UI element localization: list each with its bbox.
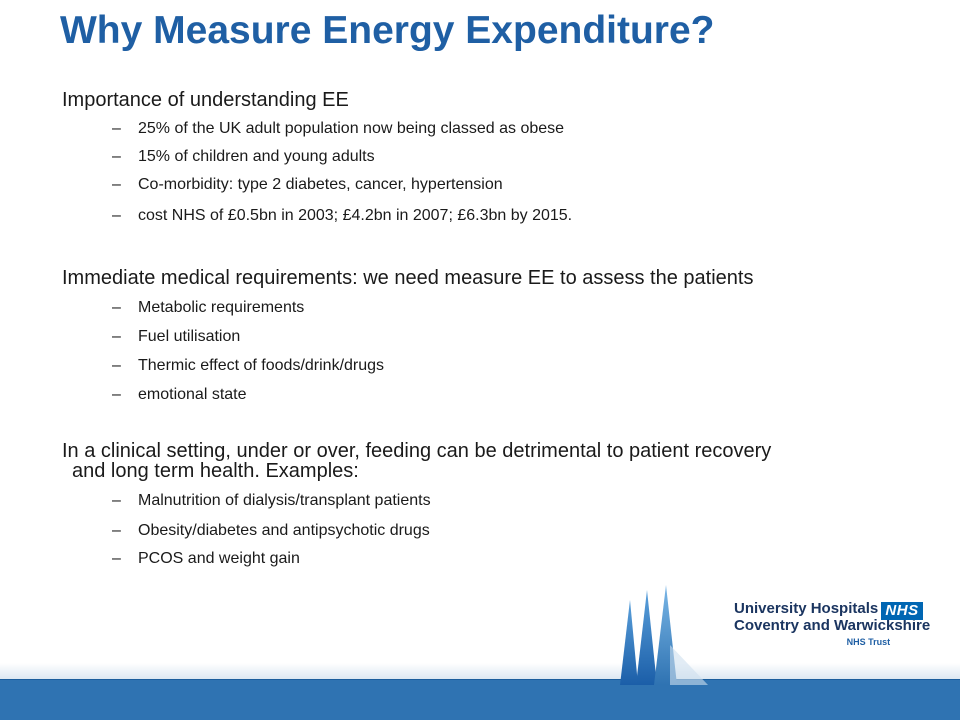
list-item: –15% of children and young adults [112, 147, 572, 167]
list-item: – PCOS and weight gain [112, 549, 431, 569]
dash-bullet: – [112, 299, 121, 316]
org-logo-text: University Hospitals Coventry and Warwic… [734, 600, 930, 648]
list-item: – Co-morbidity: type 2 diabetes, cancer, … [112, 175, 572, 195]
cathedral-spires-logo-icon [620, 585, 708, 685]
slide-title: Why Measure Energy Expenditure? [60, 9, 715, 52]
list-item: – cost NHS of £0.5bn in 2003; £4.2bn in 2… [112, 206, 572, 226]
section-3-heading: In a clinical setting, under or over, fe… [62, 440, 771, 483]
list-item-text: cost NHS of £0.5bn in 2003; £4.2bn in 20… [138, 207, 573, 224]
dash-bullet: – [112, 176, 121, 193]
footer-band-light [0, 663, 960, 683]
list-item-text: PCOS and weight gain [138, 550, 300, 567]
list-item: – Fuel utilisation [112, 327, 384, 347]
dash-bullet: – [112, 550, 121, 567]
list-item: – Obesity/diabetes and antipsychotic drug… [112, 521, 431, 541]
dash-bullet: – [112, 522, 121, 539]
dash-bullet: – [112, 357, 121, 374]
section-3-heading-line1: In a clinical setting, under or over, fe… [62, 440, 772, 462]
dash-bullet: – [112, 207, 121, 224]
list-item-text: Metabolic requirements [138, 299, 305, 316]
section-3-list: – Malnutrition of dialysis/transplant pat… [112, 491, 431, 569]
list-item-text: 15% of children and young adults [138, 148, 375, 165]
logo-line-3: NHS Trust [846, 637, 891, 647]
list-item-text: Fuel utilisation [138, 328, 241, 345]
dash-bullet: – [112, 386, 121, 403]
dash-bullet: – [112, 148, 121, 165]
section-1-list: –25% of the UK adult population now bein… [112, 119, 572, 226]
footer-band [0, 680, 960, 720]
list-item: – Thermic effect of foods/drink/drugs [112, 356, 384, 376]
section-3-heading-line2: and long term health. Examples: [72, 460, 359, 482]
list-item-text: Obesity/diabetes and antipsychotic drugs [138, 522, 430, 539]
list-item-text: Malnutrition of dialysis/transplant pati… [138, 492, 431, 509]
dash-bullet: – [112, 492, 121, 509]
logo-line-2: Coventry and Warwickshire [734, 617, 931, 634]
nhs-badge-logo: NHS [881, 602, 923, 620]
list-item: – Malnutrition of dialysis/transplant pat… [112, 491, 431, 511]
list-item-text: Co-morbidity: type 2 diabetes, cancer, h… [138, 176, 503, 193]
section-2-list: – Metabolic requirements – Fuel utilisatio… [112, 298, 384, 405]
logo-line-1: University Hospitals [734, 600, 879, 617]
list-item: – Metabolic requirements [112, 298, 384, 318]
list-item-text: 25% of the UK adult population now being… [138, 120, 565, 137]
list-item-text: Thermic effect of foods/drink/drugs [138, 357, 385, 374]
list-item: – emotional state [112, 385, 384, 405]
section-1-heading: Importance of understanding EE [62, 89, 349, 111]
section-2-heading: Immediate medical requirements: we need … [62, 267, 754, 289]
list-item-text: emotional state [138, 386, 247, 403]
dash-bullet: – [112, 328, 121, 345]
list-item: –25% of the UK adult population now bein… [112, 119, 572, 139]
dash-bullet: – [112, 120, 121, 137]
